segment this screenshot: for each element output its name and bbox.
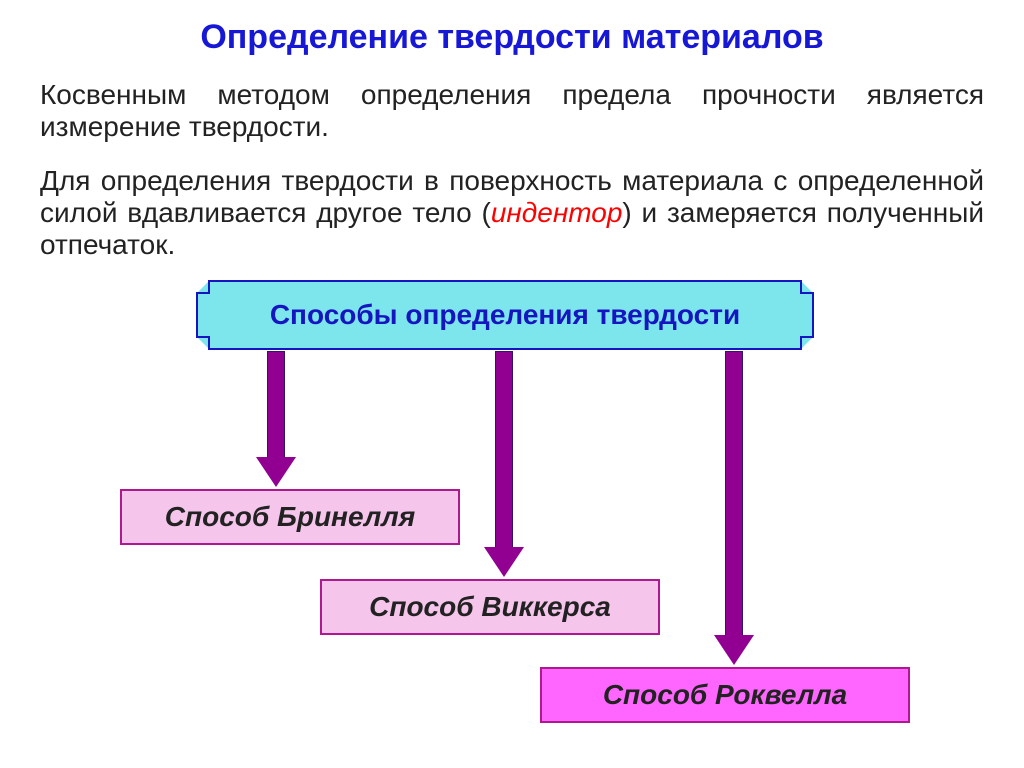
paragraph-1: Косвенным методом определения предела пр… [0,79,1024,143]
arrow-2 [484,351,524,577]
arrow-1 [256,351,296,487]
method-3-label: Способ Роквелла [603,679,847,711]
main-node-label: Способы определения твердости [270,299,740,331]
arrow-1-shaft [267,351,285,457]
arrow-3-shaft [725,351,743,635]
arrow-3 [714,351,754,665]
arrow-2-head [484,547,524,577]
arrow-1-head [256,457,296,487]
page-title: Определение твердости материалов [0,0,1024,57]
arrow-2-shaft [495,351,513,547]
method-node-3: Способ Роквелла [540,667,910,723]
main-node: Способы определения твердости [195,279,815,351]
method-node-2: Способ Виккерса [320,579,660,635]
arrow-3-head [714,635,754,665]
diagram-container: Способы определения твердости Способ Бри… [0,279,1024,719]
paragraph-2: Для определения твердости в поверхность … [0,165,1024,261]
method-node-1: Способ Бринелля [120,489,460,545]
method-2-label: Способ Виккерса [369,591,611,623]
paragraph-2-highlight: индентор [491,197,623,228]
method-1-label: Способ Бринелля [165,501,415,533]
